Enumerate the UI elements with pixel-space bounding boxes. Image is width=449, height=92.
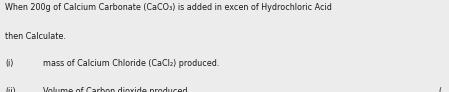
- Text: (i): (i): [5, 59, 14, 68]
- Text: Volume of Carbon dioxide produced: Volume of Carbon dioxide produced: [43, 87, 187, 92]
- Text: then Calculate.: then Calculate.: [5, 32, 66, 41]
- Text: (ii): (ii): [5, 87, 16, 92]
- Text: (: (: [439, 87, 442, 92]
- Text: mass of Calcium Chloride (CaCl₂) produced.: mass of Calcium Chloride (CaCl₂) produce…: [43, 59, 219, 68]
- Text: When 200g of Calcium Carbonate (CaCO₃) is added in excen of Hydrochloric Acid: When 200g of Calcium Carbonate (CaCO₃) i…: [5, 3, 332, 12]
